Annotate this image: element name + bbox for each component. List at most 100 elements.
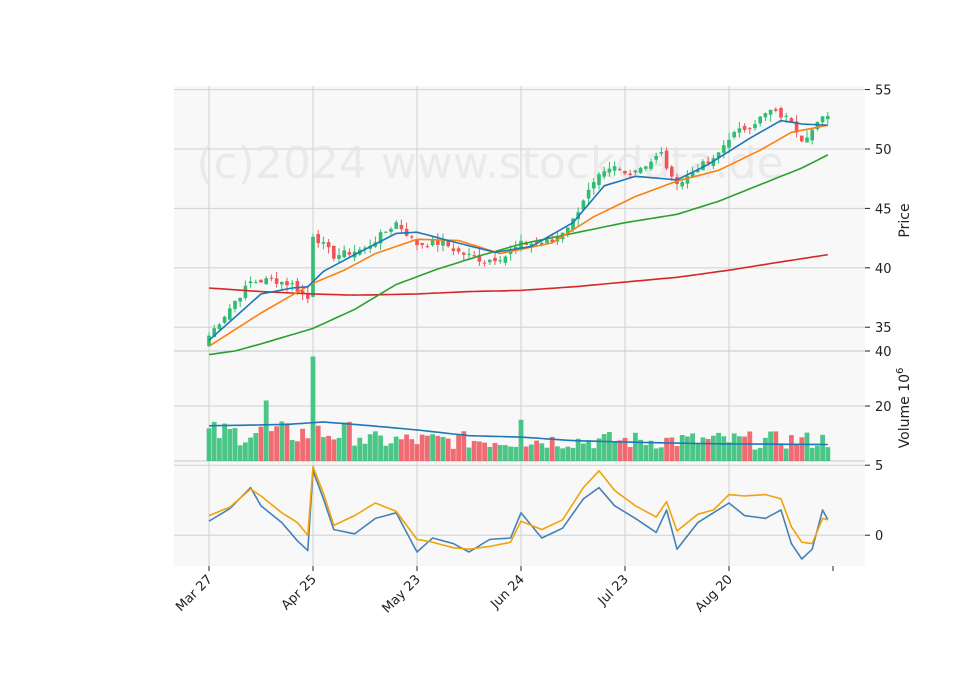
- candle-body: [332, 245, 336, 259]
- candle-body: [794, 121, 799, 133]
- candle-body: [451, 248, 456, 252]
- volume-bar: [237, 445, 243, 461]
- candle-body: [467, 253, 471, 255]
- volume-bar: [737, 436, 742, 461]
- candle-body: [706, 161, 710, 164]
- candle-body: [394, 222, 398, 229]
- volume-bar: [653, 448, 659, 461]
- candle-body: [690, 171, 695, 178]
- oscillator-tick-label: 0: [875, 529, 883, 544]
- volume-bar: [617, 440, 623, 461]
- candle-body: [716, 152, 721, 158]
- volume-bar: [612, 442, 617, 461]
- candle-body: [472, 255, 476, 257]
- volume-bar: [773, 431, 779, 461]
- volume-bar: [534, 440, 539, 461]
- price-tick-label: 35: [875, 321, 892, 336]
- candle-body: [280, 282, 284, 285]
- volume-bar: [513, 446, 519, 461]
- volume-bar: [731, 433, 737, 461]
- volume-bar: [804, 432, 810, 461]
- candle-body: [638, 167, 643, 173]
- candle-body: [664, 150, 669, 169]
- volume-bar: [425, 435, 430, 461]
- candle-body: [493, 257, 497, 262]
- volume-bar: [419, 434, 425, 461]
- volume-bar: [747, 431, 753, 461]
- candle-body: [456, 248, 461, 252]
- price-panel-bg: [174, 86, 865, 351]
- candle-body: [410, 236, 414, 238]
- volume-bar: [627, 446, 633, 461]
- candle-body: [612, 166, 617, 171]
- candle-body: [628, 173, 632, 175]
- x-tick-label: Apr 25: [279, 572, 320, 613]
- candle-body: [597, 174, 601, 185]
- oscillator-line-a: [208, 465, 829, 550]
- candle-body: [820, 116, 825, 123]
- candle-body: [737, 128, 742, 133]
- volume-bar: [393, 436, 399, 461]
- volume-bar: [367, 434, 373, 461]
- candle-body: [722, 145, 726, 153]
- volume-bar: [549, 436, 555, 461]
- volume-bar: [705, 438, 711, 461]
- candle-body: [774, 109, 778, 111]
- volume-bar: [258, 426, 264, 461]
- candle-body: [810, 129, 814, 141]
- volume-bar: [523, 446, 529, 461]
- volume-bar: [700, 437, 706, 461]
- candle-body: [436, 239, 440, 245]
- volume-bar: [341, 422, 347, 461]
- volume-bar: [809, 447, 815, 461]
- candle-body: [815, 122, 820, 130]
- candle-body: [748, 128, 752, 130]
- volume-bar: [300, 428, 305, 461]
- volume-bar: [659, 447, 664, 461]
- volume-ma-line: [208, 421, 828, 446]
- volume-bar: [778, 444, 784, 461]
- candle-body: [602, 171, 606, 177]
- volume-bar: [586, 440, 591, 461]
- volume-bar: [326, 435, 331, 461]
- candle-body: [763, 113, 768, 118]
- volume-bar: [206, 428, 212, 461]
- candle-body: [337, 255, 341, 259]
- volume-bar: [284, 423, 290, 461]
- volume-bar: [752, 449, 758, 461]
- candle-body: [264, 278, 268, 285]
- candle-body: [633, 170, 638, 173]
- candle-body: [644, 166, 648, 169]
- volume-bar: [497, 445, 503, 461]
- volume-bar: [679, 435, 685, 461]
- volume-bar: [601, 434, 607, 461]
- candle-body: [316, 234, 320, 244]
- volume-bar: [269, 431, 274, 461]
- volume-bar: [492, 442, 498, 461]
- candle-body: [347, 252, 352, 255]
- volume-bar: [430, 434, 435, 461]
- candle-body: [607, 168, 612, 173]
- volume-bar: [742, 436, 747, 461]
- candle-body: [378, 232, 383, 244]
- volume-bar: [690, 433, 695, 461]
- volume-bar: [695, 443, 701, 461]
- candle-body: [654, 155, 658, 160]
- candle-body: [488, 259, 492, 263]
- candle-body: [571, 218, 575, 230]
- volume-bar: [664, 437, 669, 461]
- candle-body: [233, 301, 237, 309]
- volume-bar: [451, 448, 456, 461]
- candle-body: [228, 308, 232, 320]
- candle-body: [670, 166, 674, 177]
- volume-bar: [227, 429, 233, 461]
- volume-bar: [409, 439, 415, 461]
- price-axis-title: Price: [897, 203, 913, 237]
- oscillator-panel-bg: [174, 461, 865, 566]
- candle-body: [384, 231, 388, 233]
- volume-bar: [248, 437, 253, 461]
- candle-body: [321, 242, 326, 244]
- volume-bar: [435, 435, 441, 461]
